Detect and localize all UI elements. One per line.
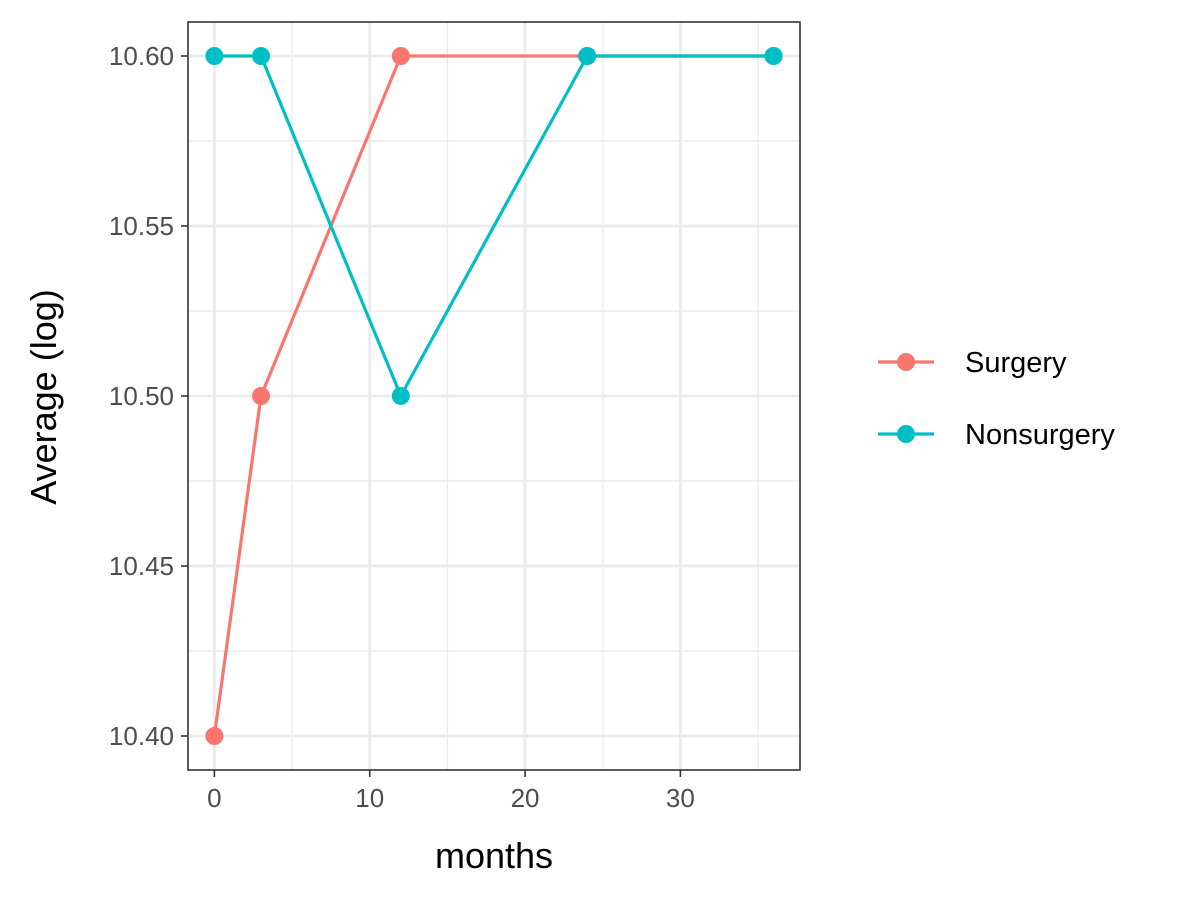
data-point-nonsurgery	[252, 47, 271, 65]
x-tick-label: 20	[511, 783, 540, 813]
data-point-surgery	[205, 727, 224, 745]
plot-panel	[187, 21, 801, 771]
data-point-nonsurgery	[205, 47, 224, 65]
data-point-surgery	[391, 47, 410, 65]
legend-key-point-surgery	[897, 353, 915, 371]
legend-label-surgery: Surgery	[965, 347, 1067, 379]
y-tick-label: 10.50	[109, 381, 174, 411]
y-axis: 10.40 10.45 10.50 10.55 10.60	[109, 41, 188, 751]
data-point-nonsurgery	[578, 47, 597, 65]
data-point-nonsurgery	[764, 47, 783, 65]
legend-label-nonsurgery: Nonsurgery	[965, 419, 1115, 451]
legend: Surgery Nonsurgery	[878, 347, 1115, 451]
y-tick-label: 10.55	[109, 211, 174, 241]
x-axis-title: months	[435, 835, 553, 876]
data-point-nonsurgery	[391, 387, 410, 405]
data-point-surgery	[252, 387, 271, 405]
x-tick-label: 30	[666, 783, 695, 813]
x-tick-label: 0	[207, 783, 221, 813]
y-tick-label: 10.60	[109, 41, 174, 71]
x-axis: 0 10 20 30	[207, 770, 695, 813]
y-axis-title: Average (log)	[23, 289, 64, 504]
legend-key-point-nonsurgery	[897, 425, 915, 443]
y-tick-label: 10.40	[109, 721, 174, 751]
x-tick-label: 10	[355, 783, 384, 813]
y-tick-label: 10.45	[109, 551, 174, 581]
